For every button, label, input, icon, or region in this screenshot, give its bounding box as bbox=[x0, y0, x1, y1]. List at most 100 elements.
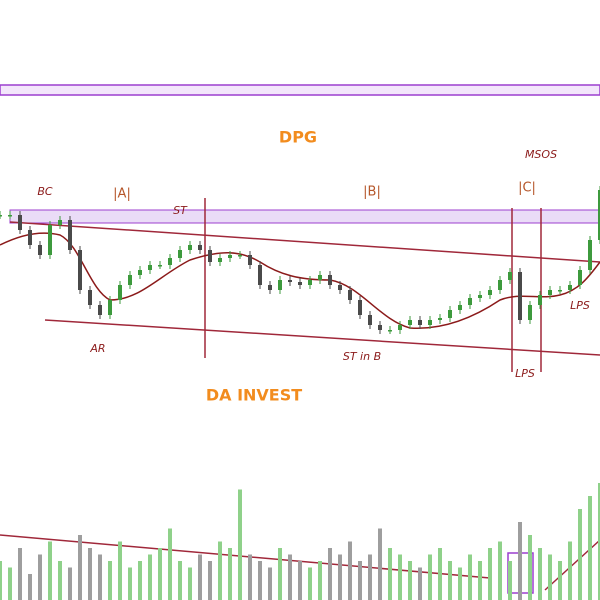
candle-body bbox=[238, 255, 242, 257]
candle-body bbox=[588, 240, 592, 270]
annotation: ST bbox=[173, 204, 188, 217]
volume-bar bbox=[358, 561, 362, 600]
volume-bar bbox=[338, 554, 342, 600]
volume-bar bbox=[208, 561, 212, 600]
candle-body bbox=[348, 290, 352, 300]
candle-body bbox=[428, 320, 432, 325]
candle-body bbox=[358, 300, 362, 315]
resistance-band bbox=[0, 84, 600, 96]
volume-bar bbox=[558, 561, 562, 600]
title: DPG bbox=[279, 128, 317, 147]
volume-bar bbox=[438, 548, 442, 600]
candle-body bbox=[598, 190, 600, 240]
candle-body bbox=[318, 275, 322, 280]
volume-bar bbox=[158, 548, 162, 600]
volume-bar bbox=[58, 561, 62, 600]
volume-bar bbox=[498, 541, 502, 600]
volume-bar bbox=[328, 548, 332, 600]
volume-bar bbox=[248, 554, 252, 600]
candle-body bbox=[88, 290, 92, 305]
candle-body bbox=[538, 295, 542, 305]
volume-bar bbox=[468, 554, 472, 600]
volume-bar bbox=[578, 509, 582, 600]
annotation: |A| bbox=[113, 187, 131, 202]
candle-body bbox=[378, 325, 382, 330]
volume-bar bbox=[78, 535, 82, 600]
volume-bar bbox=[548, 554, 552, 600]
volume-trend-line bbox=[0, 534, 491, 579]
volume-bar bbox=[68, 567, 72, 600]
candle-body bbox=[448, 310, 452, 318]
candle-body bbox=[498, 280, 502, 290]
candle-body bbox=[268, 285, 272, 290]
volume-bar bbox=[258, 561, 262, 600]
candle-body bbox=[148, 265, 152, 270]
annotation: LPS bbox=[570, 299, 590, 312]
candle-body bbox=[418, 320, 422, 325]
candle-body bbox=[288, 280, 292, 282]
volume-bar bbox=[588, 496, 592, 600]
candle-body bbox=[208, 250, 212, 262]
annotation: |B| bbox=[363, 185, 381, 200]
volume-bar bbox=[568, 541, 572, 600]
annotation: BC bbox=[37, 185, 53, 198]
candle-body bbox=[468, 298, 472, 305]
volume-bar bbox=[478, 561, 482, 600]
volume-bar bbox=[278, 548, 282, 600]
watermark: DA INVEST bbox=[206, 386, 302, 405]
volume-bar bbox=[138, 561, 142, 600]
volume-bar bbox=[308, 567, 312, 600]
candle-body bbox=[528, 305, 532, 320]
volume-bar bbox=[228, 548, 232, 600]
candle-body bbox=[298, 282, 302, 285]
volume-bar bbox=[18, 548, 22, 600]
volume-bar bbox=[388, 548, 392, 600]
volume-bar bbox=[168, 528, 172, 600]
candle-body bbox=[168, 258, 172, 265]
annotation: ST in B bbox=[343, 350, 381, 363]
candle-body bbox=[278, 280, 282, 290]
candle-body bbox=[38, 245, 42, 255]
volume-bar bbox=[458, 567, 462, 600]
annotation: MSOS bbox=[525, 148, 557, 161]
candle-body bbox=[518, 272, 522, 320]
volume-bar bbox=[428, 554, 432, 600]
volume-bar bbox=[488, 548, 492, 600]
volume-bar bbox=[378, 528, 382, 600]
candle-body bbox=[18, 215, 22, 230]
candle-body bbox=[188, 245, 192, 250]
candle-body bbox=[408, 320, 412, 325]
candle-body bbox=[48, 225, 52, 255]
candle-body bbox=[28, 230, 32, 245]
candle-body bbox=[548, 290, 552, 295]
volume-bar bbox=[418, 567, 422, 600]
volume-bar bbox=[198, 554, 202, 600]
volume-bar bbox=[268, 567, 272, 600]
volume-bar bbox=[448, 561, 452, 600]
candle-body bbox=[158, 265, 162, 267]
candle-body bbox=[118, 285, 122, 300]
trend-line bbox=[44, 319, 600, 356]
volume-bar bbox=[518, 522, 522, 600]
volume-bar bbox=[178, 561, 182, 600]
volume-bar bbox=[38, 554, 42, 600]
candle-body bbox=[388, 330, 392, 332]
candle-body bbox=[398, 325, 402, 330]
volume-bar bbox=[398, 554, 402, 600]
candle-body bbox=[308, 280, 312, 285]
volume-bar bbox=[98, 554, 102, 600]
volume-bar bbox=[348, 541, 352, 600]
candle-body bbox=[0, 215, 2, 217]
candle-body bbox=[578, 270, 582, 285]
volume-bar bbox=[108, 561, 112, 600]
volume-bar bbox=[28, 574, 32, 600]
volume-bar bbox=[598, 483, 600, 600]
volume-bar bbox=[528, 535, 532, 600]
candle-body bbox=[138, 270, 142, 275]
volume-bar bbox=[318, 561, 322, 600]
candle-body bbox=[8, 215, 12, 217]
candle-body bbox=[108, 300, 112, 315]
volume-bar bbox=[288, 554, 292, 600]
candle-body bbox=[198, 245, 202, 250]
